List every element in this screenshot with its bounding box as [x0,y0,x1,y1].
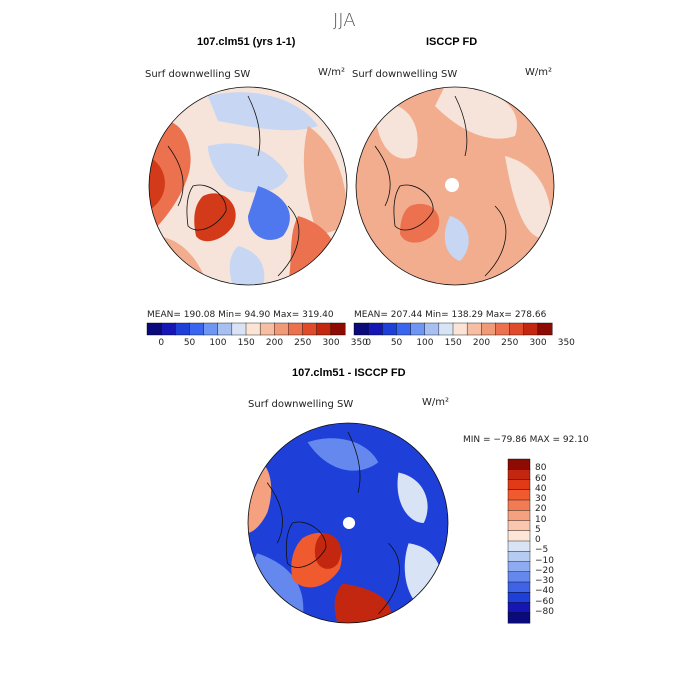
polar-map-obs [355,86,555,286]
panel-title-obs: ISCCP FD [426,36,478,48]
colorbar-swatch [217,322,233,336]
colorbar-swatch [507,510,531,522]
figure-title: JJA [333,10,356,31]
colorbar-swatch [438,322,454,336]
colorbar-tick-label: −80 [535,606,554,617]
colorbar-tick-label: −30 [535,576,554,586]
polar-map-model [148,86,348,286]
colorbar-obs [353,322,553,336]
panel-variable-label-obs: Surf downwelling SW [352,69,458,80]
panel-title-model: 107.clm51 (yrs 1-1) [197,36,296,48]
colorbar-tick-label: 30 [535,494,547,504]
colorbar-swatch [175,322,190,336]
panel-title-diff: 107.clm51 - ISCCP FD [292,367,406,379]
colorbar-swatch [189,322,205,336]
panel-stats-obs: MEAN= 207.44 Min= 138.29 Max= 278.66 [354,310,547,320]
colorbar-swatch [495,322,511,336]
colorbar-tick-label: 60 [535,473,547,484]
colorbar-swatch [274,322,289,336]
colorbar-swatch [302,322,318,336]
colorbar-tick-label: 300 [322,338,340,348]
panel-stats-diff: MIN = −79.86 MAX = 92.10 [463,435,589,445]
colorbar-swatch [507,612,531,624]
colorbar-swatch [160,322,176,336]
colorbar-swatch [507,540,531,552]
colorbar-tick-label: 40 [535,483,547,494]
colorbar-tick-label: −20 [535,565,554,576]
panel-units-label-diff: W/m² [422,397,450,408]
colorbar-swatch [507,489,531,501]
colorbar-swatch [507,561,531,573]
colorbar-swatch [203,322,219,336]
colorbar-swatch [288,322,304,336]
colorbar-swatch [382,322,397,336]
colorbar-swatch [231,322,247,336]
colorbar-swatch [424,322,440,336]
colorbar-tick-label: −5 [535,545,549,556]
colorbar-tick-label: 100 [209,338,227,348]
colorbar-tick-label: 50 [390,338,403,348]
panel-units-label-model: W/m² [318,67,346,78]
colorbar-tick-label: 300 [529,338,547,348]
colorbar-swatch [259,322,275,336]
colorbar-swatch [481,322,496,336]
colorbar-tick-label: 0 [158,338,165,348]
colorbar-tick-label: −40 [535,586,554,597]
colorbar-swatch [330,322,346,336]
colorbar-tick-label: 100 [416,338,434,348]
colorbar-swatch [523,322,539,336]
colorbar-swatch [452,322,468,336]
colorbar-swatch [316,322,332,336]
colorbar-tick-label: 350 [350,338,368,348]
colorbar-tick-label: 0 [535,535,541,545]
panel-stats-model: MEAN= 190.08 Min= 94.90 Max= 319.40 [147,310,334,320]
colorbar-swatch [507,551,531,563]
colorbar-tick-label: 5 [535,524,541,535]
colorbar-swatch [507,499,531,511]
colorbar-tick-label: 200 [265,338,284,348]
colorbar-swatch [507,479,531,491]
colorbar-swatch [507,581,531,593]
colorbar-tick-label: 20 [535,504,547,515]
polar-map-difference [247,422,449,624]
colorbar-swatch [146,322,162,336]
colorbar-swatch [507,571,531,583]
colorbar-swatch [245,322,261,336]
colorbar-swatch [507,458,531,470]
colorbar-tick-label: 250 [501,338,519,348]
colorbar-tick-label: 0 [365,338,372,348]
colorbar-swatch [507,520,531,532]
colorbar-model [146,322,346,336]
colorbar-swatch [396,322,412,336]
colorbar-tick-label: 200 [472,338,491,348]
colorbar-swatch [353,322,369,336]
colorbar-difference [507,458,531,624]
colorbar-tick-label: 50 [183,338,196,348]
colorbar-tick-label: 150 [444,338,462,348]
colorbar-tick-label: 150 [237,338,255,348]
colorbar-tick-label: 10 [535,514,547,525]
panel-units-label-obs: W/m² [525,67,553,78]
panel-variable-label-model: Surf downwelling SW [145,69,251,80]
colorbar-swatch [537,322,553,336]
colorbar-tick-label: −60 [535,596,554,607]
colorbar-swatch [466,322,482,336]
colorbar-tick-label: 250 [294,338,312,348]
colorbar-tick-label: −10 [535,555,554,566]
colorbar-swatch [507,469,531,481]
colorbar-tick-label: 350 [557,338,575,348]
panel-variable-label-diff: Surf downwelling SW [248,399,354,410]
colorbar-swatch [507,602,531,614]
colorbar-swatch [410,322,426,336]
colorbar-tick-label: 80 [535,463,547,474]
colorbar-swatch [367,322,383,336]
colorbar-swatch [509,322,525,336]
colorbar-swatch [507,530,531,542]
colorbar-swatch [507,592,531,604]
